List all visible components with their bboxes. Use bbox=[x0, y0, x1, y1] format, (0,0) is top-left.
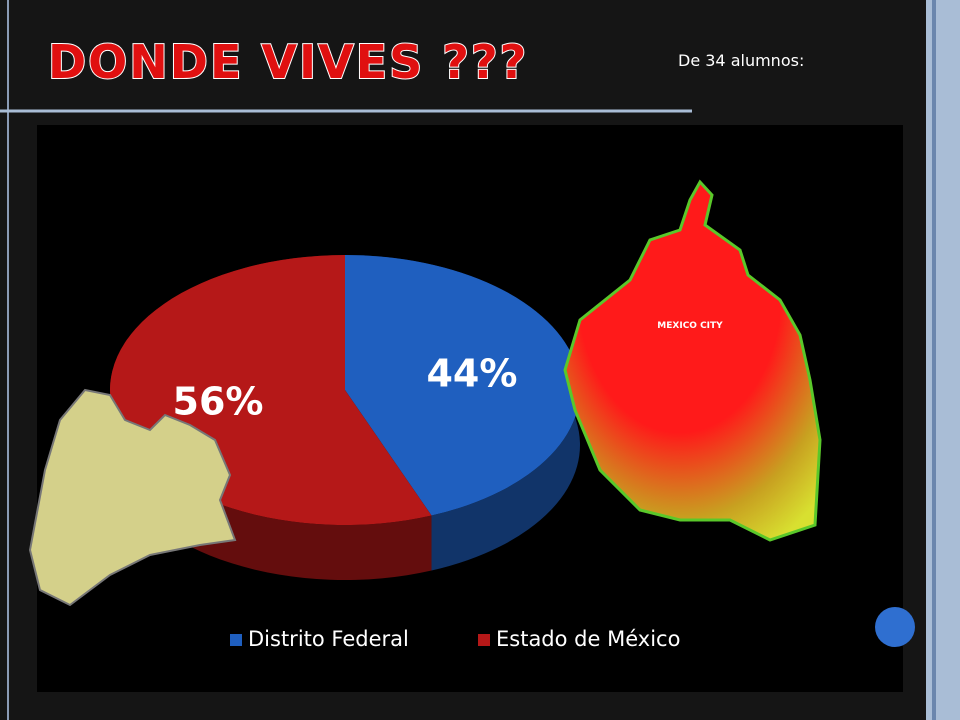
legend-swatch bbox=[230, 634, 242, 646]
legend-label: Estado de México bbox=[496, 627, 680, 651]
subtitle: De 34 alumnos: bbox=[678, 51, 804, 70]
legend-swatch bbox=[478, 634, 490, 646]
slice bbox=[345, 255, 581, 516]
decor-circle bbox=[875, 607, 915, 647]
side-bar bbox=[926, 0, 960, 720]
legend: Distrito Federal Estado de México bbox=[230, 627, 680, 651]
left-rule bbox=[7, 0, 9, 720]
slide-title: DONDE VIVES ??? bbox=[48, 35, 528, 89]
legend-label: Distrito Federal bbox=[248, 627, 409, 651]
data-label: 56% bbox=[173, 379, 264, 423]
edomex-map bbox=[28, 388, 237, 607]
data-label: 44% bbox=[426, 352, 517, 396]
side-stripe bbox=[932, 0, 936, 720]
cdmx-map bbox=[563, 179, 822, 542]
map-label: MEXICO CITY bbox=[657, 321, 723, 331]
